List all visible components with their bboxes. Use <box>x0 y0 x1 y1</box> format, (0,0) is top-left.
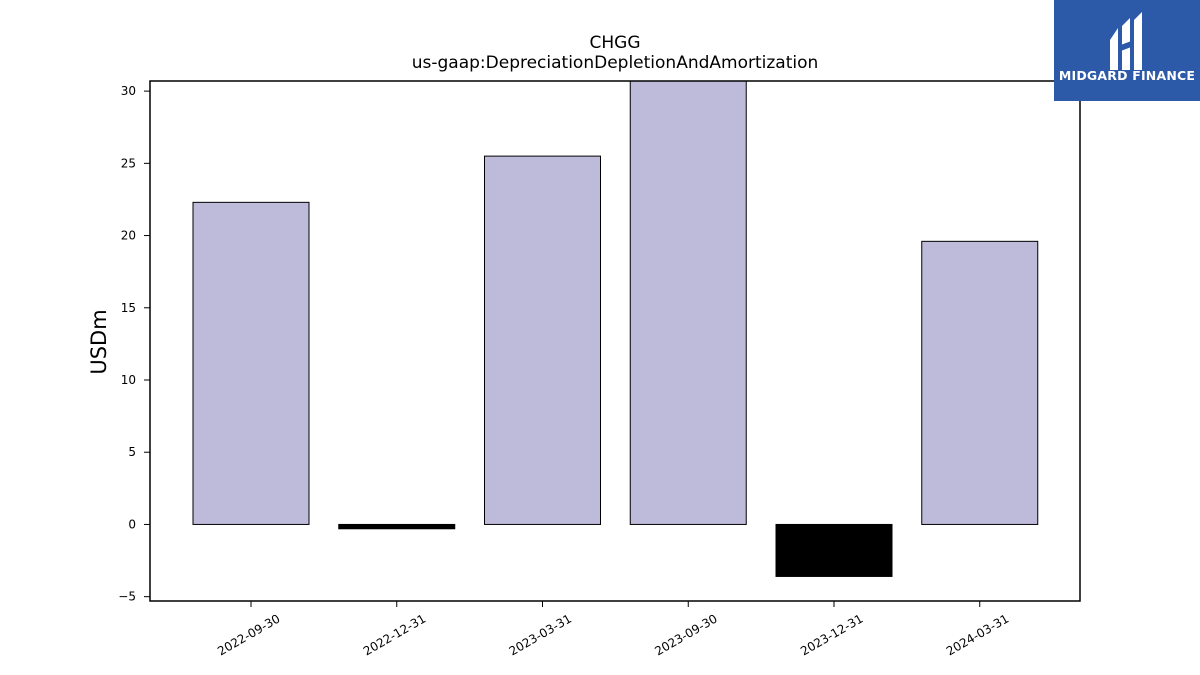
x-axis-ticks: 2022-09-30 2022-12-31 2023-03-31 2023-09-30… <box>215 601 1011 658</box>
y-tick-label: 15 <box>121 301 136 315</box>
x-tick-label: 2022-12-31 <box>361 611 428 658</box>
bar-2022-09-30 <box>192 201 310 525</box>
y-tick-label: 5 <box>128 445 136 459</box>
x-tick-label: 2024-03-31 <box>944 611 1011 658</box>
x-tick-label: 2023-09-30 <box>652 611 719 658</box>
x-tick-label: 2022-09-30 <box>215 611 282 658</box>
bar-2023-09-30 <box>629 80 747 525</box>
x-tick-label: 2023-12-31 <box>798 611 865 658</box>
y-tick-label: 30 <box>121 84 136 98</box>
logo-text: MIDGARD FINANCE <box>1058 68 1196 83</box>
y-tick-label: −5 <box>118 590 136 604</box>
y-tick-label: 25 <box>121 156 136 170</box>
chart-subtitle: us-gaap:DepreciationDepletionAndAmortiza… <box>412 53 819 73</box>
bars-group <box>192 80 1039 577</box>
bar-2022-12-31 <box>338 523 456 530</box>
midgard-finance-logo: MIDGARD FINANCE <box>1054 0 1200 101</box>
bar-2024-03-31 <box>921 240 1039 525</box>
plot-frame <box>149 80 1081 602</box>
y-tick-label: 10 <box>121 373 136 387</box>
y-tick-label: 20 <box>121 229 136 243</box>
y-axis-ticks: −5 0 5 10 15 20 25 30 <box>118 84 150 604</box>
midgard-logo-icon <box>1110 12 1142 70</box>
x-tick-label: 2023-03-31 <box>507 611 574 658</box>
y-tick-label: 0 <box>128 517 136 531</box>
bar-2023-03-31 <box>484 155 601 525</box>
bar-2023-12-31 <box>775 523 893 577</box>
y-axis-label: USDm <box>87 309 111 374</box>
chart-title: CHGG <box>590 33 641 53</box>
